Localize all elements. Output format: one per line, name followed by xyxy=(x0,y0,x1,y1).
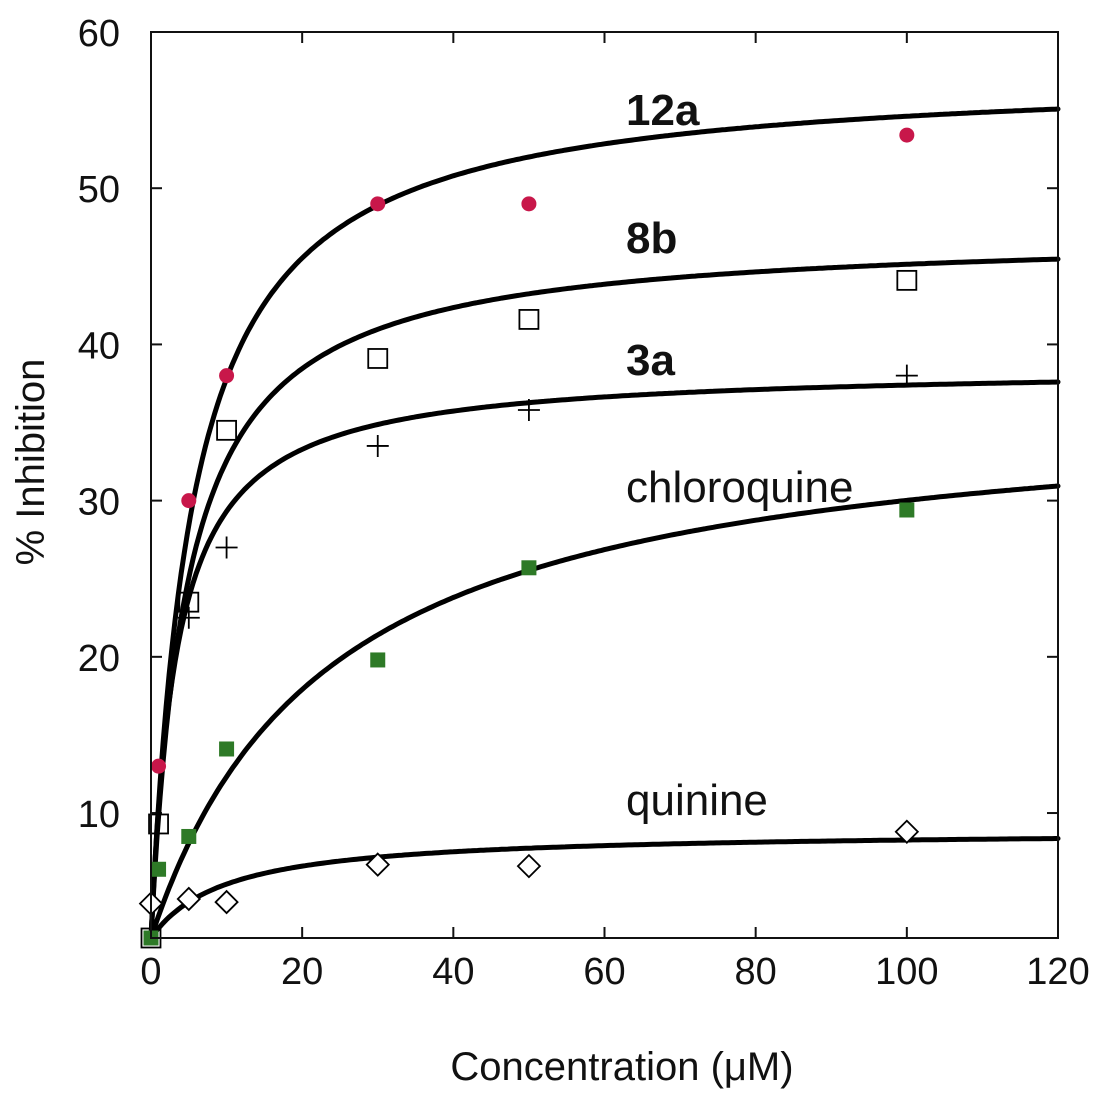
data-point-3a xyxy=(517,399,540,422)
data-point-3a xyxy=(895,364,918,387)
y-tick-label: 40 xyxy=(78,325,120,367)
data-point-quinine xyxy=(214,889,239,915)
data-point-quinine xyxy=(894,819,920,845)
data-point-quinine xyxy=(516,853,542,879)
plot-frame xyxy=(150,31,1059,939)
fit-curves xyxy=(148,106,1061,941)
y-axis-title: % Inhibition xyxy=(9,359,53,566)
y-tick-label: 10 xyxy=(78,794,120,836)
data-point-3a xyxy=(215,536,238,559)
y-tick-label: 60 xyxy=(78,13,120,55)
series-label-8b: 8b xyxy=(626,214,677,263)
x-tick-label: 40 xyxy=(432,951,474,993)
data-markers xyxy=(138,127,920,949)
x-tick-label: 0 xyxy=(140,951,161,993)
tick-labels: 0 20 40 60 80 100 120 10 20 30 40 50 60 xyxy=(78,13,1090,993)
data-point-chloroquine xyxy=(151,861,167,877)
y-tick-label: 30 xyxy=(78,482,120,524)
data-point-3a xyxy=(177,606,200,629)
data-point-12a xyxy=(370,196,386,212)
axis-ticks xyxy=(150,31,1059,938)
data-point-8b xyxy=(896,269,918,291)
series-label-12a: 12a xyxy=(626,86,700,135)
fit-curve-3a xyxy=(148,379,1061,941)
x-tick-label: 120 xyxy=(1026,951,1089,993)
y-tick-label: 20 xyxy=(78,638,120,680)
data-point-8b xyxy=(518,309,540,330)
data-point-quinine xyxy=(176,886,202,912)
data-point-chloroquine xyxy=(521,560,537,576)
x-tick-label: 100 xyxy=(875,951,938,993)
data-point-chloroquine xyxy=(899,502,915,518)
data-point-chloroquine xyxy=(181,828,197,844)
fit-curve-12a xyxy=(148,106,1061,941)
data-point-12a xyxy=(219,368,235,384)
series-label-3a: 3a xyxy=(626,336,675,385)
data-point-8b xyxy=(367,348,389,369)
data-point-8b xyxy=(216,419,237,441)
data-point-3a xyxy=(366,434,389,457)
x-tick-label: 80 xyxy=(735,951,777,993)
series-labels: 12a 8b 3a chloroquine quinine xyxy=(626,86,854,825)
fit-curve-8b xyxy=(148,256,1061,941)
x-tick-label: 60 xyxy=(583,951,625,993)
data-point-quinine xyxy=(365,852,391,877)
fit-curve-chloroquine xyxy=(148,483,1061,941)
data-point-chloroquine xyxy=(370,652,386,668)
data-point-12a xyxy=(521,196,537,212)
data-point-8b xyxy=(148,813,169,835)
y-tick-label: 50 xyxy=(78,169,120,211)
data-point-12a xyxy=(899,127,915,143)
data-point-8b xyxy=(178,591,200,613)
fit-curve-quinine xyxy=(148,836,1061,941)
data-point-12a xyxy=(181,493,197,509)
data-point-chloroquine xyxy=(219,741,235,757)
series-label-chloroquine: chloroquine xyxy=(626,463,854,512)
x-tick-label: 20 xyxy=(281,951,323,993)
x-axis-title: Concentration (μM) xyxy=(450,1045,793,1089)
series-label-quinine: quinine xyxy=(626,776,768,825)
data-point-12a xyxy=(151,758,167,774)
